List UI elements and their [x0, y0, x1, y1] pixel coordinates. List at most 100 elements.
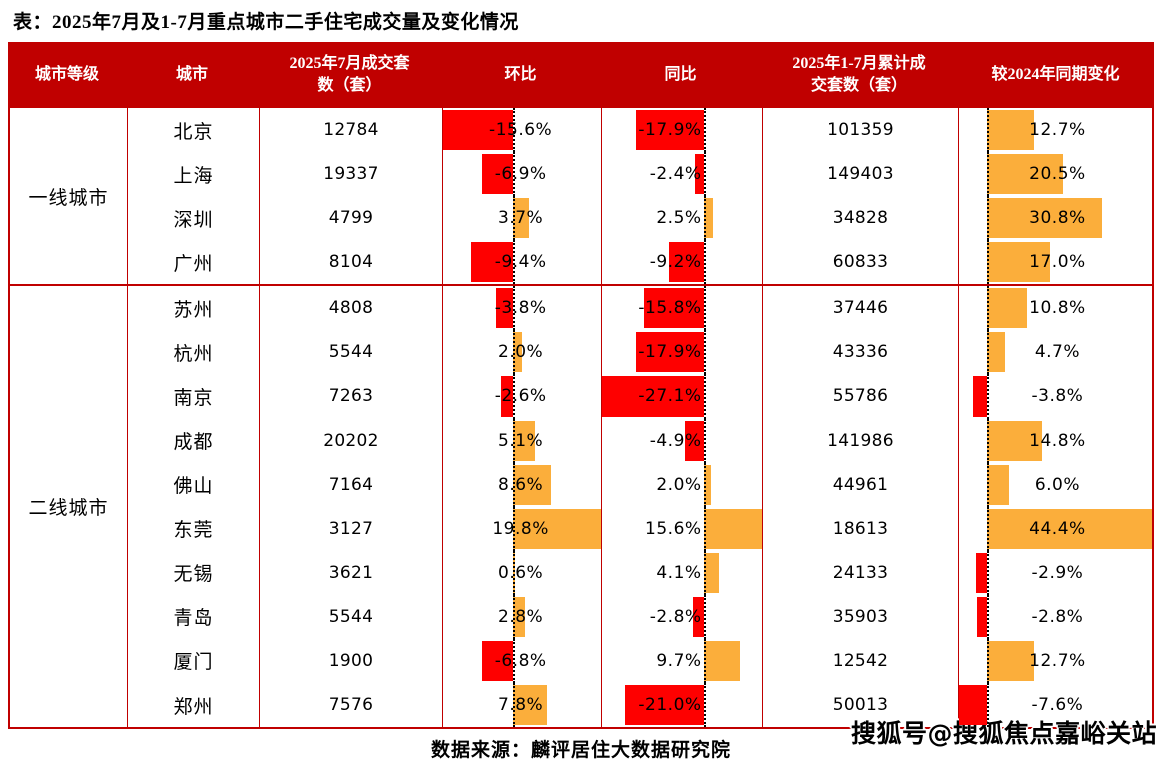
mom-bar-cell: 2.0% [443, 330, 602, 375]
mom-bar-cell: 3.7% [443, 196, 602, 241]
negative-bar [976, 596, 988, 637]
negative-bar [644, 288, 704, 329]
table-row: 北京 12784 -15.6% -17.9% 101359 12.7% [128, 108, 1152, 153]
jul-units-cell: 20202 [260, 418, 443, 463]
zero-line-icon [987, 240, 990, 285]
zero-line-icon [703, 506, 706, 551]
positive-bar [703, 552, 719, 593]
table-row: 南京 7263 -2.6% -27.1% 55786 -3.8% [128, 374, 1152, 419]
mom-value-label: -3.8% [494, 298, 547, 319]
cum-units-cell: 34828 [763, 196, 959, 241]
yoy-bar-cell: -17.9% [602, 108, 763, 153]
negative-bar [443, 110, 513, 151]
negative-bar [693, 596, 704, 637]
city-cell: 上海 [128, 152, 260, 197]
cum-units-cell: 141986 [763, 418, 959, 463]
negative-bar [470, 242, 513, 283]
negative-bar [602, 376, 704, 417]
zero-line-icon [703, 286, 706, 331]
negative-bar [636, 110, 704, 151]
zero-line-icon [512, 550, 515, 595]
city-cell: 南京 [128, 374, 260, 419]
table-row: 广州 8104 -9.4% -9.2% 60833 17.0% [128, 240, 1152, 285]
yoy-value-label: -15.8% [638, 298, 702, 319]
positive-bar [987, 508, 1152, 549]
vs2024-value-label: 20.5% [1029, 164, 1086, 185]
mom-bar-cell: 8.6% [443, 462, 602, 507]
yoy-bar-cell: -2.8% [602, 594, 763, 639]
vs2024-bar-cell: 30.8% [959, 196, 1152, 241]
mom-bar-cell: 7.8% [443, 682, 602, 728]
zero-line-icon [512, 682, 515, 728]
vs2024-bar-cell: 44.4% [959, 506, 1152, 551]
positive-bar [703, 640, 740, 681]
mom-bar-cell: -9.4% [443, 240, 602, 285]
tier-rows: 北京 12784 -15.6% -17.9% 101359 12.7% 上海 19337 -6.… [128, 108, 1152, 285]
vs2024-bar-cell: 10.8% [959, 286, 1152, 331]
header-vs2024: 较2024年同期变化 [991, 66, 1120, 84]
jul-units-cell: 5544 [260, 330, 443, 375]
mom-value-label: 7.8% [498, 695, 544, 716]
table-row: 厦门 1900 -6.8% 9.7% 12542 12.7% [128, 638, 1152, 683]
vs2024-value-label: -2.8% [1031, 606, 1084, 627]
negative-bar [973, 376, 988, 417]
city-cell: 杭州 [128, 330, 260, 375]
zero-line-icon [703, 108, 706, 153]
positive-bar [987, 198, 1102, 239]
mom-value-label: 2.8% [498, 606, 544, 627]
header-city: 城市 [175, 66, 208, 84]
yoy-bar-cell: -17.9% [602, 330, 763, 375]
cum-units-cell: 50013 [763, 682, 959, 728]
table-row: 郑州 7576 7.8% -21.0% 50013 -7.6% [128, 682, 1152, 728]
mom-bar-cell: -15.6% [443, 108, 602, 153]
yoy-value-label: -9.2% [649, 252, 702, 273]
yoy-value-label: 15.6% [645, 518, 702, 539]
zero-line-icon [512, 196, 515, 241]
cum-units-cell: 55786 [763, 374, 959, 419]
zero-line-icon [987, 374, 990, 419]
city-cell: 深圳 [128, 196, 260, 241]
yoy-bar-cell: 9.7% [602, 638, 763, 683]
mom-value-label: 2.0% [498, 342, 544, 363]
zero-line-icon [987, 286, 990, 331]
yoy-bar-cell: -15.8% [602, 286, 763, 331]
yoy-value-label: -27.1% [638, 386, 702, 407]
zero-line-icon [987, 196, 990, 241]
positive-bar [987, 420, 1043, 461]
city-cell: 东莞 [128, 506, 260, 551]
zero-line-icon [987, 638, 990, 683]
positive-bar [987, 242, 1051, 283]
mom-value-label: 8.6% [498, 474, 544, 495]
yoy-value-label: -21.0% [638, 695, 702, 716]
mom-bar-cell: -3.8% [443, 286, 602, 331]
zero-line-icon [987, 594, 990, 639]
zero-line-icon [512, 638, 515, 683]
zero-line-icon [512, 594, 515, 639]
mom-value-label: 19.8% [492, 518, 549, 539]
header-city-tier: 城市等级 [34, 66, 99, 84]
cum-units-cell: 24133 [763, 550, 959, 595]
negative-bar [976, 552, 988, 593]
jul-units-cell: 8104 [260, 240, 443, 285]
mom-bar-cell: 5.1% [443, 418, 602, 463]
table-row: 苏州 4808 -3.8% -15.8% 37446 10.8% [128, 286, 1152, 331]
zero-line-icon [512, 462, 515, 507]
yoy-bar-cell: -2.4% [602, 152, 763, 197]
cum-units-cell: 43336 [763, 330, 959, 375]
yoy-bar-cell: 4.1% [602, 550, 763, 595]
city-cell: 苏州 [128, 286, 260, 331]
negative-bar [685, 420, 704, 461]
zero-line-icon [703, 682, 706, 728]
city-cell: 郑州 [128, 682, 260, 728]
cum-units-cell: 101359 [763, 108, 959, 153]
positive-bar [987, 110, 1035, 151]
positive-bar [987, 288, 1028, 329]
vs2024-value-label: 6.0% [1034, 474, 1081, 495]
negative-bar [482, 640, 513, 681]
mom-bar-cell: 0.6% [443, 550, 602, 595]
positive-bar [512, 596, 526, 637]
positive-bar [987, 154, 1064, 195]
zero-line-icon [512, 240, 515, 285]
zero-line-icon [512, 152, 515, 197]
positive-bar [512, 464, 551, 505]
